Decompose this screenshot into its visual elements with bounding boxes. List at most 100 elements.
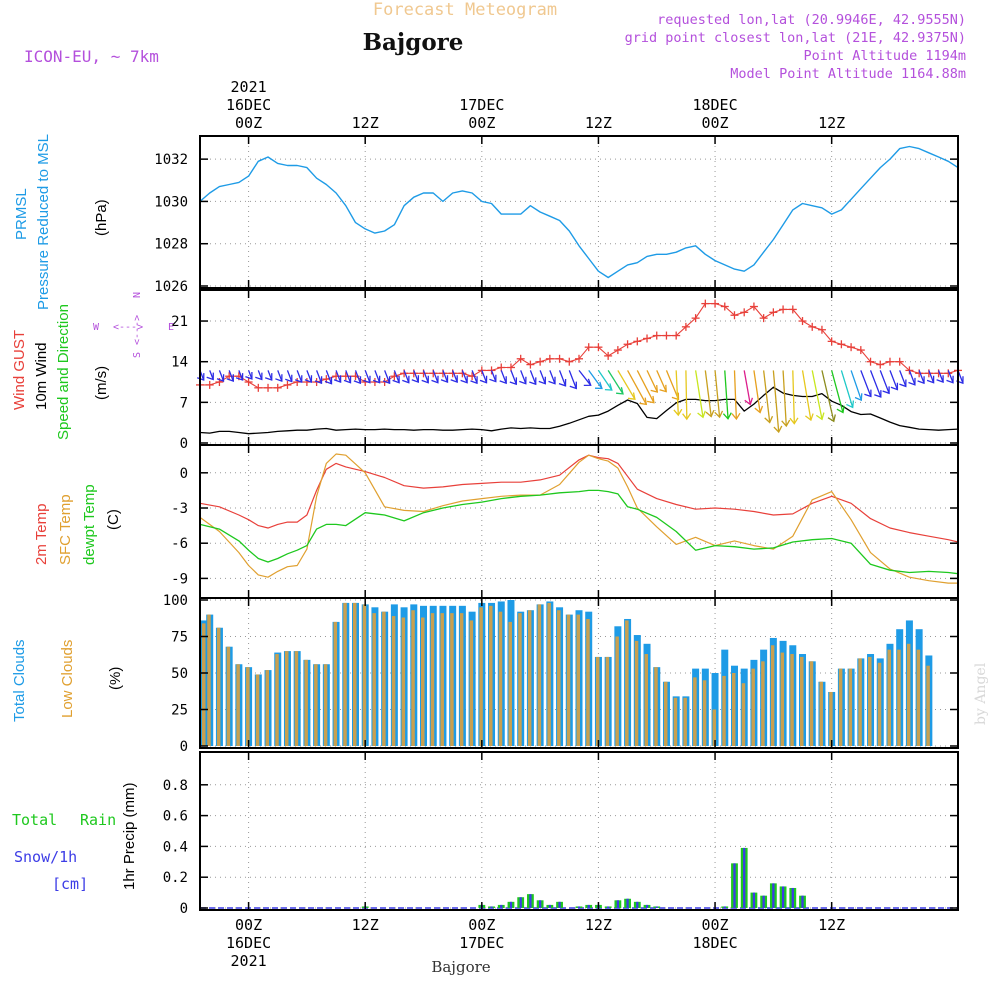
low-cloud-bar (391, 616, 396, 746)
wind-arrow-head (926, 375, 935, 384)
wind-arrow-head (489, 374, 497, 383)
wind-direction-arrow-icon (860, 370, 872, 398)
precip-snow-bar (529, 894, 532, 908)
wind-arrow-head (917, 376, 925, 385)
low-cloud-bar (654, 667, 658, 746)
wind-direction-arrow-icon (392, 370, 400, 384)
wind-arrow-shaft (733, 370, 738, 420)
low-cloud-bar (858, 658, 862, 746)
y-tick-label-precip: 0.8 (163, 778, 188, 794)
low-cloud-bar (634, 640, 639, 746)
precip-snow-bar (762, 895, 765, 908)
wind-direction-arrow-icon (509, 370, 518, 386)
wind-arrow-head (744, 397, 754, 406)
low-cloud-bar (557, 610, 561, 746)
wind-arrow-shaft (908, 370, 916, 386)
low-cloud-bar (255, 674, 260, 746)
low-cloud-bar (508, 621, 512, 746)
wind-direction-arrow-icon (607, 370, 624, 395)
low-cloud-bar (615, 636, 619, 746)
wind-direction-arrow-icon (646, 370, 659, 393)
wind-direction-arrow-icon (627, 370, 648, 406)
y-tick-label-precip: 0.4 (163, 839, 188, 855)
time-axis-top-label: 00Z (468, 114, 495, 132)
low-cloud-bar (761, 661, 765, 746)
low-cloud-bar (246, 667, 250, 746)
low-cloud-bar (450, 613, 454, 746)
model-name: ICON-EU, ~ 7km (24, 47, 159, 66)
location-title: Bajgore (363, 29, 464, 56)
temp-sfc-label: SFC Temp (57, 494, 74, 565)
wind-arrow-head (882, 386, 890, 395)
wind-direction-arrow-icon (285, 370, 293, 383)
wind-arrow-head (890, 382, 899, 391)
wind-arrow-shaft (899, 370, 907, 387)
wind-arrow-head (659, 384, 667, 393)
precip-snow-bar (772, 883, 775, 908)
wind-arrow-head (731, 412, 741, 421)
low-cloud-bar (887, 649, 891, 746)
compass-west-label: W (93, 322, 100, 333)
compass-north-label: N (132, 292, 143, 298)
low-cloud-bar (926, 665, 930, 746)
y-tick-label-prmsl: 1030 (154, 194, 188, 210)
wind-arrow-head (470, 376, 478, 385)
wind-arrow-head (594, 381, 603, 390)
wind-arrow-shaft (238, 370, 244, 381)
time-axis-bottom-date: 16DEC (226, 934, 271, 952)
wind-direction-arrow-icon (324, 370, 333, 385)
precip-snow-bar (490, 906, 493, 908)
wind-direction-arrow-icon (372, 370, 381, 384)
time-axis-top-year: 2021 (231, 78, 267, 96)
wind-direction-arrow-icon (499, 370, 507, 385)
low-cloud-bar (731, 673, 736, 746)
low-cloud-bar (498, 611, 503, 746)
wind-arrow-shaft (228, 370, 234, 382)
low-cloud-bar (202, 623, 206, 746)
wind-arrow-head (264, 373, 273, 381)
wind-arrow-head (714, 410, 724, 419)
wind-arrow-head (353, 376, 362, 385)
time-axis-bottom-label: 12Z (818, 916, 845, 934)
wind-direction-arrow-icon (840, 370, 855, 409)
low-cloud-bar (421, 617, 425, 746)
wind-direction-arrow-icon (811, 370, 825, 421)
credit-watermark: by Angel (973, 662, 989, 725)
panel-frame-precip (199, 751, 959, 911)
wind-arrow-head (343, 375, 352, 384)
low-cloud-bar (576, 614, 580, 746)
wind-direction-arrow-icon (245, 370, 253, 380)
low-cloud-bar (673, 697, 678, 746)
temp-2m-line (199, 454, 959, 543)
y-tick-label-temperature: -9 (171, 571, 188, 587)
wind-arrow-shaft (568, 370, 577, 389)
precip-snow-bar (723, 906, 726, 908)
low-cloud-bar (469, 620, 474, 746)
wind-arrow-shaft (762, 370, 771, 423)
wind-arrow-shaft (296, 370, 303, 383)
low-cloud-bar (770, 645, 775, 746)
point-altitude: Point Altitude 1194m (803, 48, 966, 64)
wind-arrow-shaft (422, 370, 429, 383)
precip-snow-bar (538, 900, 542, 908)
grid-layer (200, 136, 958, 910)
wind-arrow-shaft (539, 370, 546, 384)
wind-direction-arrow-icon (682, 370, 692, 421)
wind-direction-arrow-icon (879, 370, 890, 395)
low-cloud-bar (352, 602, 357, 746)
wind-arrow-head (275, 374, 283, 383)
time-axis-top-date: 17DEC (459, 96, 504, 114)
low-cloud-bar (683, 697, 687, 746)
wind-direction-arrow-icon (568, 370, 577, 390)
wind-arrow-shaft (325, 370, 333, 384)
wind-direction-arrow-icon (402, 370, 410, 384)
precip-snow-bar (752, 892, 756, 908)
wind-direction-arrow-icon (314, 370, 323, 385)
wind-direction-arrow-icon (889, 370, 899, 391)
wind-arrow-head (773, 425, 783, 434)
wind-arrow-head (673, 408, 683, 417)
wind-arrow-shaft (374, 370, 381, 383)
wind-direction-arrow-icon (926, 370, 935, 384)
low-cloud-bar (216, 627, 221, 746)
wind-direction-arrow-icon (899, 370, 907, 388)
